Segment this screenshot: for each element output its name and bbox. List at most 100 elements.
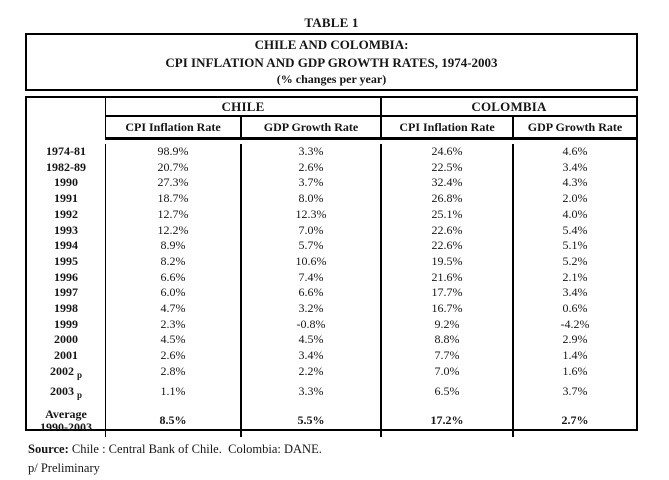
row-period-label: 1997 bbox=[27, 285, 106, 302]
value-cell: 12.2% bbox=[106, 222, 242, 239]
table-row: 1999 2.3% -0.8% 9.2% -4.2% bbox=[27, 316, 636, 333]
average-cell-chile-gdp: 5.5% bbox=[242, 404, 382, 438]
table-row: 1998 4.7% 3.2% 16.7% 0.6% bbox=[27, 301, 636, 317]
preliminary-marker: p bbox=[76, 390, 82, 401]
table-row: 1997 6.0% 6.6% 17.7% 3.4% bbox=[27, 285, 636, 302]
table-row: 2001 2.6% 3.4% 7.7% 1.4% bbox=[27, 348, 636, 364]
value-cell: 3.4% bbox=[562, 285, 588, 300]
table-row: 1996 6.6% 7.4% 21.6% 2.1% bbox=[27, 269, 636, 286]
row-period-label: 1974-81 bbox=[27, 144, 106, 160]
average-cell-chile-cpi: 8.5% bbox=[106, 404, 242, 438]
value-cell: 2.6% bbox=[242, 159, 382, 176]
value-cell: 27.3% bbox=[106, 175, 242, 192]
row-period-label: 1999 bbox=[27, 316, 106, 333]
value-cell: -4.2% bbox=[560, 316, 590, 331]
column-header-colombia-gdp: GDP Growth Rate bbox=[514, 117, 636, 140]
value-cell: 7.0% bbox=[242, 222, 382, 239]
value-cell: 18.7% bbox=[106, 191, 242, 207]
value-cell: 7.4% bbox=[242, 269, 382, 286]
table-subtitle-countries: CHILE AND COLOMBIA: bbox=[254, 36, 409, 52]
row-period-label: 1992 bbox=[27, 206, 106, 223]
value-cell: 4.5% bbox=[106, 332, 242, 349]
value-cell: 4.6% bbox=[562, 144, 588, 158]
row-period-label: 1996 bbox=[27, 269, 106, 286]
value-cell: -0.8% bbox=[242, 316, 382, 333]
value-cell: 32.4% bbox=[382, 175, 514, 192]
value-cell: 12.7% bbox=[106, 206, 242, 223]
table-row: 2003 p 1.1% 3.3% 6.5% 3.7% bbox=[27, 383, 636, 405]
row-period-label: 1982-89 bbox=[27, 159, 106, 176]
corner-blank-cell bbox=[27, 117, 106, 140]
column-group-colombia: COLOMBIA bbox=[382, 98, 636, 117]
value-cell: 3.7% bbox=[562, 383, 588, 398]
column-header-chile-cpi: CPI Inflation Rate bbox=[106, 117, 242, 140]
table-row: 1991 18.7% 8.0% 26.8% 2.0% bbox=[27, 191, 636, 207]
value-cell: 5.2% bbox=[562, 253, 588, 268]
value-cell: 26.8% bbox=[382, 191, 514, 207]
row-period-label: 2001 bbox=[27, 348, 106, 364]
value-cell: 2.6% bbox=[106, 348, 242, 364]
value-cell: 7.0% bbox=[382, 363, 514, 384]
row-period-label: 1998 bbox=[27, 301, 106, 317]
average-label-line: 1990-2003 bbox=[40, 419, 92, 434]
value-cell: 2.2% bbox=[242, 363, 382, 384]
column-group-row: CHILE COLOMBIA bbox=[27, 98, 636, 117]
row-period-label: 2003 p bbox=[27, 383, 106, 405]
value-cell: 98.9% bbox=[106, 144, 242, 160]
value-cell: 1.1% bbox=[106, 383, 242, 405]
value-cell: 6.5% bbox=[382, 383, 514, 405]
table-body: 1974-81 98.9% 3.3% 24.6% 4.6% 1982-89 20.7% 2.6… bbox=[27, 140, 636, 405]
table-row: 1992 12.7% 12.3% 25.1% 4.0% bbox=[27, 206, 636, 223]
value-cell: 22.5% bbox=[382, 159, 514, 176]
row-period-label: 2000 bbox=[27, 332, 106, 349]
table-row: 1974-81 98.9% 3.3% 24.6% 4.6% bbox=[27, 144, 636, 160]
value-cell: 3.4% bbox=[562, 159, 588, 174]
average-cell-colombia-gdp: 2.7% bbox=[561, 413, 589, 428]
table-row: 1994 8.9% 5.7% 22.6% 5.1% bbox=[27, 238, 636, 254]
column-header-row: CPI Inflation Rate GDP Growth Rate CPI I… bbox=[27, 117, 636, 140]
value-cell: 19.5% bbox=[382, 253, 514, 270]
value-cell: 10.6% bbox=[242, 253, 382, 270]
data-table: CHILE COLOMBIA CPI Inflation Rate GDP Gr… bbox=[25, 96, 638, 438]
row-period-label: 2002 p bbox=[27, 363, 106, 384]
average-row: Average 1990-2003 8.5% 5.5% 17.2% 2.7% bbox=[27, 404, 636, 438]
value-cell: 21.6% bbox=[382, 269, 514, 286]
value-cell: 8.0% bbox=[242, 191, 382, 207]
value-cell: 6.6% bbox=[106, 269, 242, 286]
average-label-line: Average bbox=[45, 406, 87, 421]
footnotes: Source: Chile : Central Bank of Chile. C… bbox=[28, 440, 322, 478]
value-cell: 0.6% bbox=[562, 301, 588, 316]
value-cell: 3.4% bbox=[242, 348, 382, 364]
value-cell: 3.3% bbox=[242, 383, 382, 405]
average-cell-colombia-cpi: 17.2% bbox=[382, 404, 514, 438]
value-cell: 25.1% bbox=[382, 206, 514, 223]
value-cell: 9.2% bbox=[382, 316, 514, 333]
value-cell: 3.3% bbox=[242, 144, 382, 160]
value-cell: 2.0% bbox=[562, 191, 588, 206]
value-cell: 16.7% bbox=[382, 301, 514, 317]
value-cell: 22.6% bbox=[382, 222, 514, 239]
preliminary-marker: p bbox=[76, 370, 82, 381]
value-cell: 17.7% bbox=[382, 285, 514, 302]
value-cell: 5.1% bbox=[562, 238, 588, 253]
value-cell: 8.2% bbox=[106, 253, 242, 270]
row-period-label: 1995 bbox=[27, 253, 106, 270]
row-period-label: 1994 bbox=[27, 238, 106, 254]
value-cell: 5.7% bbox=[242, 238, 382, 254]
value-cell: 1.6% bbox=[562, 363, 588, 378]
table-row: 2000 4.5% 4.5% 8.8% 2.9% bbox=[27, 332, 636, 349]
source-text: Chile : Central Bank of Chile. Colombia:… bbox=[68, 442, 322, 456]
value-cell: 2.1% bbox=[562, 269, 588, 284]
value-cell: 5.4% bbox=[562, 222, 588, 237]
value-cell: 4.7% bbox=[106, 301, 242, 317]
value-cell: 12.3% bbox=[242, 206, 382, 223]
value-cell: 1.4% bbox=[562, 348, 588, 363]
value-cell: 8.9% bbox=[106, 238, 242, 254]
column-header-chile-gdp: GDP Growth Rate bbox=[242, 117, 382, 140]
value-cell: 20.7% bbox=[106, 159, 242, 176]
table-header-box: CHILE AND COLOMBIA: CPI INFLATION AND GD… bbox=[25, 33, 638, 91]
value-cell: 7.7% bbox=[382, 348, 514, 364]
value-cell: 2.9% bbox=[562, 332, 588, 347]
row-period-label: 1991 bbox=[27, 191, 106, 207]
